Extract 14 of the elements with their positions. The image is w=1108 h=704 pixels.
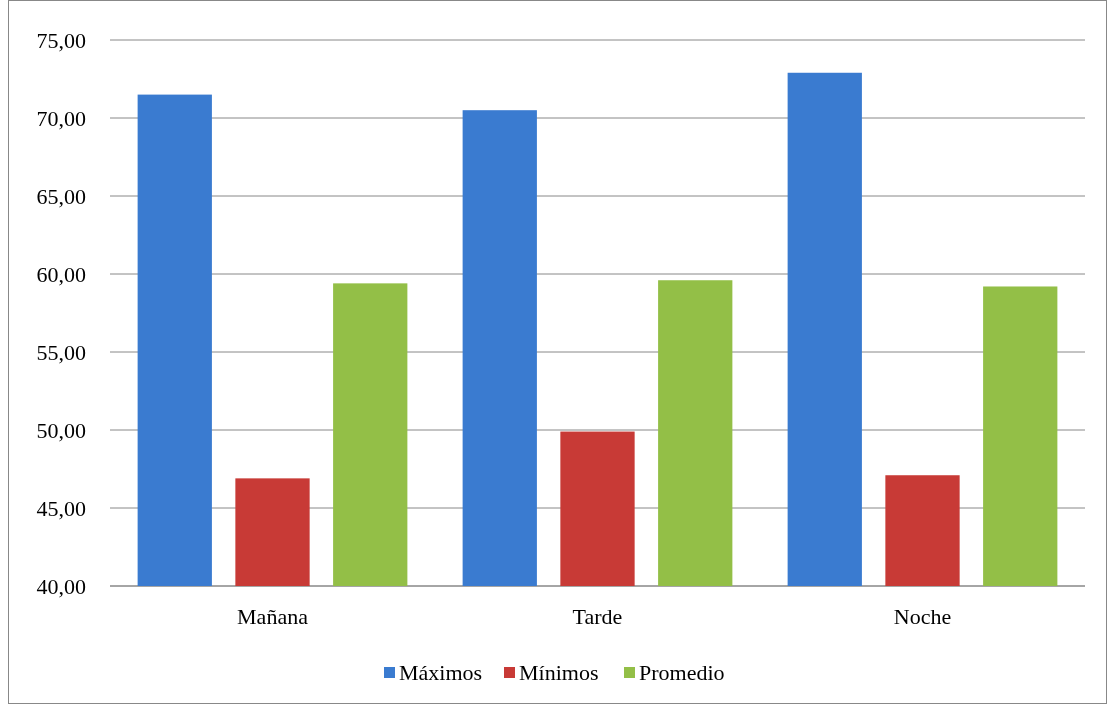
y-tick-label: 55,00: [36, 339, 86, 365]
x-tick-label: Tarde: [572, 604, 623, 629]
y-tick-label: 45,00: [36, 495, 86, 521]
y-tick-label: 70,00: [36, 105, 86, 131]
legend-label: Máximos: [399, 659, 483, 685]
x-tick-label: Noche: [893, 604, 952, 629]
y-tick-label: 65,00: [36, 183, 86, 209]
y-tick-label: 75,00: [36, 27, 86, 53]
y-tick-label: 60,00: [36, 261, 86, 287]
y-tick-label: 40,00: [36, 573, 86, 599]
legend-label: Promedio: [639, 659, 725, 685]
y-tick-label: 50,00: [36, 417, 86, 443]
legend-label: Mínimos: [519, 659, 599, 685]
x-tick-label: Mañana: [237, 604, 309, 629]
